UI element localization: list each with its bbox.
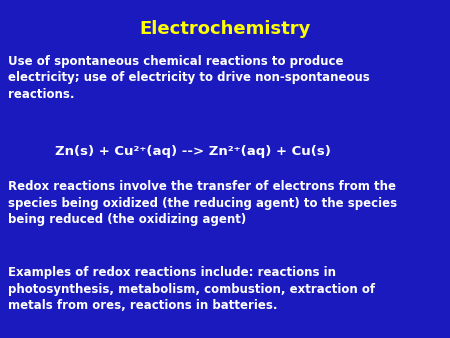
Text: Redox reactions involve the transfer of electrons from the
species being oxidize: Redox reactions involve the transfer of … [8, 180, 397, 226]
Text: Use of spontaneous chemical reactions to produce
electricity; use of electricity: Use of spontaneous chemical reactions to… [8, 55, 370, 101]
Text: Zn(s) + Cu²⁺(aq) --> Zn²⁺(aq) + Cu(s): Zn(s) + Cu²⁺(aq) --> Zn²⁺(aq) + Cu(s) [55, 145, 331, 158]
Text: Examples of redox reactions include: reactions in
photosynthesis, metabolism, co: Examples of redox reactions include: rea… [8, 266, 375, 312]
Text: Electrochemistry: Electrochemistry [140, 20, 310, 38]
